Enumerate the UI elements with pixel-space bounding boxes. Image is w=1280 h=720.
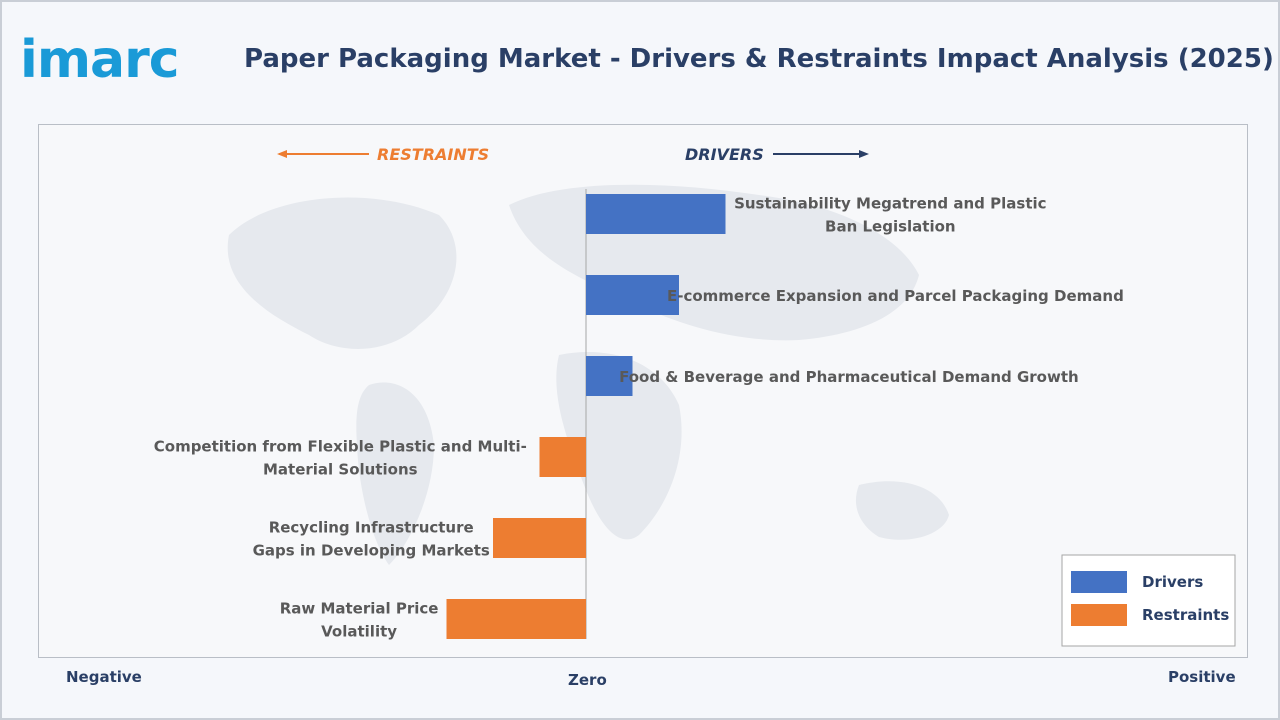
bar-label-line: Ban Legislation xyxy=(825,218,956,236)
legend-label-restraints: Restraints xyxy=(1142,606,1229,624)
bar-label-6: Raw Material Price Volatility xyxy=(280,600,439,641)
bar-label-line: Gaps in Developing Markets xyxy=(253,542,490,560)
bar-label-5: Recycling Infrastructure Gaps in Developi… xyxy=(253,519,490,560)
bar-label-line: E-commerce Expansion and Parcel Packagin… xyxy=(667,287,1124,305)
imarc-logo: imarc xyxy=(20,30,180,90)
legend-swatch-drivers xyxy=(1071,571,1127,593)
bar-label-line: Food & Beverage and Pharmaceutical Deman… xyxy=(619,368,1079,386)
bar-label-line: Material Solutions xyxy=(263,461,418,479)
map-landmass xyxy=(556,352,682,540)
axis-label-negative: Negative xyxy=(66,668,142,686)
driver-bar-3 xyxy=(586,356,633,396)
bar-labels: Sustainability Megatrend and Plastic Ban … xyxy=(154,195,1124,641)
drivers-arrow-head xyxy=(859,150,869,158)
driver-bar-2 xyxy=(586,275,679,315)
restraints-header: RESTRAINTS xyxy=(377,145,489,164)
map-landmass xyxy=(855,481,949,540)
restraint-bar-4 xyxy=(539,437,586,477)
impact-chart: RESTRAINTS DRIVERS Sustainability Megatre… xyxy=(154,145,1236,647)
drivers-header: DRIVERS xyxy=(685,145,764,164)
restraint-bar-6 xyxy=(446,599,586,639)
bar-label-line: Sustainability Megatrend and Plastic xyxy=(734,195,1046,213)
page-title: Paper Packaging Market - Drivers & Restr… xyxy=(244,44,1274,74)
bar-label-1: Sustainability Megatrend and Plastic Ban … xyxy=(734,195,1046,236)
chart-area: RESTRAINTS DRIVERS Sustainability Megatre… xyxy=(38,124,1248,658)
bar-label-3: Food & Beverage and Pharmaceutical Deman… xyxy=(619,368,1079,386)
axis-label-positive: Positive xyxy=(1168,668,1236,686)
bar-label-line: Volatility xyxy=(321,623,397,641)
legend-label-drivers: Drivers xyxy=(1142,573,1203,591)
legend-box xyxy=(1061,554,1236,647)
bar-label-line: Recycling Infrastructure xyxy=(269,519,474,537)
driver-bar-1 xyxy=(586,194,726,234)
legend-swatch-restraints xyxy=(1071,604,1127,626)
bar-label-line: Raw Material Price xyxy=(280,600,439,618)
restraint-bar-5 xyxy=(493,518,586,558)
map-landmass xyxy=(356,382,434,565)
chart-headers: RESTRAINTS DRIVERS xyxy=(277,145,869,164)
bar-label-4: Competition from Flexible Plastic and Mu… xyxy=(154,438,527,479)
legend: Drivers Restraints xyxy=(1061,554,1236,647)
map-landmass xyxy=(227,197,457,349)
bar-label-line: Competition from Flexible Plastic and Mu… xyxy=(154,438,527,456)
bars xyxy=(446,189,726,639)
restraints-arrow-head xyxy=(277,150,287,158)
bar-label-2: E-commerce Expansion and Parcel Packagin… xyxy=(667,287,1124,305)
axis-label-zero: Zero xyxy=(568,671,607,689)
